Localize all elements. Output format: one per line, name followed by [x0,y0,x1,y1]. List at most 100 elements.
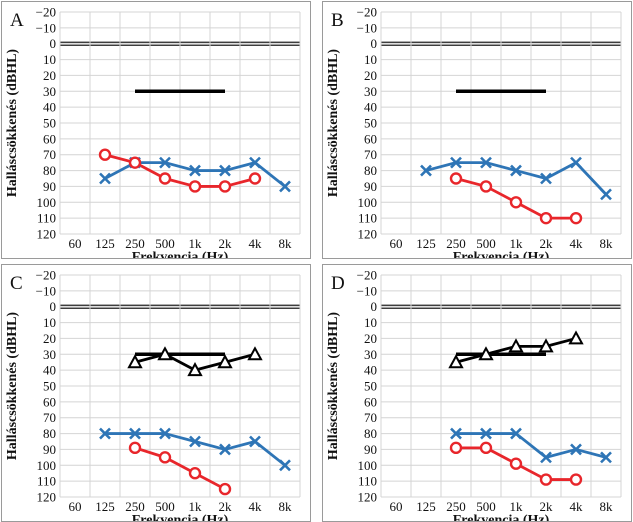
x-tick-label: 4k [570,499,584,514]
y-axis-title: Halláscsökkenés (dBHL) [5,312,20,461]
circle-marker [188,180,202,193]
y-tick-label: 100 [358,458,378,473]
y-tick-label: 40 [43,100,56,115]
y-tick-label: −10 [357,283,377,298]
y-tick-label: 40 [364,100,377,115]
audiogram-panel-c: −20 −10 0 10 20 30 40 50 60 70 80 90 100 110 120 60 125 2… [1,264,311,522]
y-tick-label: 30 [43,347,56,362]
x-tick-label: 1k [510,236,524,251]
triangle-marker [187,362,203,377]
y-tick-label: 120 [37,490,57,505]
y-tick-label: −10 [36,283,56,298]
x-marker [510,164,522,177]
y-tick-label: −20 [357,5,377,20]
circle-marker [539,473,553,486]
circle-marker [218,482,232,496]
triangle-marker [448,354,464,369]
y-tick-label: 0 [371,36,378,51]
circle-marker [449,441,463,455]
x-tick-label: 250 [446,236,466,251]
circle-marker [539,211,553,225]
y-tick-label: −20 [36,268,56,283]
y-tick-label: 20 [43,68,56,83]
series-line [456,432,607,459]
x-marker [279,180,291,193]
y-tick-label: 10 [43,52,56,67]
circle-marker [158,172,172,185]
x-marker [510,427,522,440]
y-tick-label: 0 [50,36,57,51]
y-tick-label: 110 [37,211,56,226]
y-tick-label: −20 [36,5,56,20]
panel-label: D [331,273,345,294]
y-tick-label: 100 [37,458,57,473]
y-tick-label: 80 [43,426,56,441]
y-tick-label: 0 [371,299,378,314]
circle-marker [509,196,523,209]
x-tick-label: 4k [249,236,263,251]
y-tick-label: 20 [364,331,377,346]
triangle-marker [127,354,143,369]
x-marker [159,156,171,169]
x-tick-label: 1k [510,499,524,514]
y-tick-label: 30 [43,84,56,99]
x-marker [189,164,201,177]
x-marker [450,427,462,440]
x-marker [600,451,612,464]
x-marker [129,427,141,440]
circle-marker [479,441,493,455]
circle-marker [98,148,112,161]
panel-label: B [331,10,344,31]
y-tick-label: 30 [364,84,377,99]
triangle-marker [538,338,554,353]
y-tick-label: −10 [357,20,377,35]
y-tick-label: 60 [364,131,377,146]
x-tick-label: 60 [390,236,403,251]
circle-marker [569,473,583,486]
x-marker [480,427,492,440]
circle-marker [479,180,493,193]
x-tick-label: 4k [570,236,584,251]
x-marker [600,188,612,201]
circle-marker [128,156,142,169]
x-marker [540,451,552,464]
y-tick-label: 0 [50,299,57,314]
x-marker [450,156,462,169]
y-tick-label: −20 [357,268,377,283]
triangle-marker [508,338,524,353]
x-marker [540,172,552,185]
circle-marker [509,457,523,470]
x-tick-label: 500 [155,499,175,514]
triangle-marker [157,346,173,361]
circle-marker [449,172,463,185]
y-axis-title: Halláscsökkenés (dBHL) [326,49,341,198]
y-tick-label: 80 [364,163,377,178]
y-tick-label: 40 [364,363,377,378]
y-tick-label: 90 [43,442,56,457]
x-marker [219,443,231,456]
x-tick-label: 500 [476,236,496,251]
y-tick-label: 70 [364,410,377,425]
x-tick-label: 500 [155,236,175,251]
x-marker [159,427,171,440]
y-tick-label: 10 [364,315,377,330]
y-tick-label: 60 [43,131,56,146]
x-tick-label: 8k [600,499,614,514]
x-marker [249,435,261,448]
circle-marker [569,211,583,225]
x-tick-label: 2k [219,236,233,251]
y-tick-label: 100 [37,195,57,210]
circle-marker [158,451,172,464]
x-axis-title: Frekvencia (Hz) [132,513,229,521]
triangle-marker [247,346,263,361]
y-tick-label: 50 [43,379,56,394]
triangle-marker [217,354,233,369]
x-tick-label: 8k [279,236,293,251]
y-tick-label: 120 [358,227,378,242]
y-tick-label: 80 [43,163,56,178]
panel-label: A [10,10,24,31]
x-tick-label: 125 [416,499,436,514]
y-axis-title: Halláscsökkenés (dBHL) [5,49,20,198]
